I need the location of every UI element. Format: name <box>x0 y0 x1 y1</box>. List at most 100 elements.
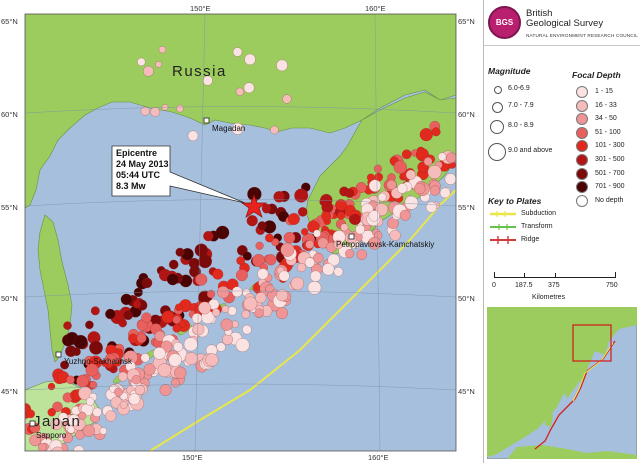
earthquake-marker <box>90 306 100 316</box>
focal-depth-swatch <box>576 167 588 180</box>
place-label-magadan: Magadan <box>212 124 245 133</box>
earthquake-marker <box>29 434 41 447</box>
org-name-line1: British <box>526 8 553 19</box>
earthquake-marker <box>174 366 187 379</box>
earthquake-marker <box>425 201 438 213</box>
earthquake-marker <box>366 173 375 182</box>
earthquake-marker <box>174 303 183 312</box>
earthquake-marker <box>265 284 274 293</box>
legend-panel: BGS British Geological Survey NATURAL EN… <box>483 0 640 463</box>
earthquake-marker <box>282 94 292 104</box>
earthquake-marker <box>313 229 321 238</box>
lat-tick-left: 50°N <box>1 294 18 303</box>
magnitude-circle <box>488 143 506 161</box>
earthquake-marker <box>183 337 198 352</box>
lat-tick-left: 65°N <box>1 17 18 26</box>
earthquake-marker <box>67 425 76 434</box>
focal-depth-label: 34 - 50 <box>595 115 617 123</box>
earthquake-marker <box>373 164 383 173</box>
seismicity-map: 65°N 60°N 55°N 50°N 45°N 65°N 60°N 55°N … <box>1 4 475 462</box>
focal-depth-swatch <box>576 113 588 126</box>
earthquake-marker <box>321 211 332 222</box>
place-label-yuzhno-sakhalinsk: Yuzhno-Sakhalinsk <box>64 357 133 366</box>
earthquake-marker <box>67 414 80 427</box>
earthquake-marker <box>429 185 441 196</box>
earthquake-marker <box>85 363 99 377</box>
earthquake-marker <box>66 375 75 385</box>
magnitude-circle <box>492 102 503 113</box>
earthquake-marker <box>105 308 116 320</box>
earthquake-marker <box>345 249 355 259</box>
earthquake-marker <box>192 323 205 336</box>
epicentre-line-3: 05:44 UTC <box>116 170 161 180</box>
earthquake-marker <box>175 247 185 257</box>
earthquake-marker <box>244 53 256 66</box>
focal-depth-label: 16 - 33 <box>595 101 617 109</box>
earthquake-marker <box>322 263 335 276</box>
subduction-trench <box>149 189 456 451</box>
earthquake-marker <box>62 432 74 444</box>
earthquake-marker <box>242 324 252 335</box>
earthquake-marker <box>377 192 387 202</box>
lat-tick-right: 45°N <box>458 387 475 396</box>
earthquake-marker <box>184 352 198 366</box>
earthquake-marker <box>393 160 407 174</box>
earthquake-marker <box>270 125 279 135</box>
earthquake-marker <box>172 315 182 324</box>
earthquake-marker <box>157 363 172 378</box>
focal-depth-label: 1 - 15 <box>595 88 613 95</box>
earthquake-marker <box>221 305 230 313</box>
earthquake-marker <box>155 61 163 68</box>
earthquake-marker <box>273 191 285 203</box>
focal-depth-swatch <box>576 126 588 139</box>
earthquake-marker <box>301 228 309 236</box>
earthquake-marker <box>141 277 153 289</box>
earthquake-marker <box>261 203 272 213</box>
scale-tick: 0 <box>492 282 496 289</box>
earthquake-marker <box>423 157 433 166</box>
focal-depth-swatch <box>576 181 588 194</box>
inset-land-asia <box>487 307 637 457</box>
scale-unit: Kilometres <box>532 294 566 301</box>
earthquake-marker <box>173 341 184 352</box>
focal-depth-title: Focal Depth <box>572 70 621 80</box>
inset-land-japan <box>565 367 579 399</box>
earthquake-marker <box>431 127 441 137</box>
earthquake-marker <box>335 199 347 211</box>
earthquake-marker <box>283 231 296 244</box>
focal-depth-label: No depth <box>595 196 624 204</box>
earthquake-marker <box>252 253 266 267</box>
subduction-symbol <box>490 211 516 217</box>
earthquake-marker <box>231 286 243 298</box>
earthquake-marker <box>355 181 367 193</box>
earthquake-marker <box>212 308 221 317</box>
earthquake-marker <box>444 173 456 185</box>
earthquake-marker <box>399 209 411 221</box>
lon-tick-top: 160°E <box>365 4 386 13</box>
earthquake-marker <box>85 397 95 406</box>
earthquake-marker <box>166 273 179 286</box>
magnitude-circle <box>494 86 502 94</box>
earthquake-marker <box>255 292 267 304</box>
earthquake-marker <box>136 333 147 344</box>
earthquake-marker <box>195 273 208 286</box>
earthquake-marker <box>37 442 47 451</box>
inset-extent-box <box>572 324 612 362</box>
org-subtitle: NATURAL ENVIRONMENT RESEARCH COUNCIL <box>526 33 639 38</box>
earthquake-marker <box>123 310 133 321</box>
earthquake-marker <box>333 266 344 277</box>
transform-symbol <box>490 224 516 230</box>
earthquake-marker <box>401 149 412 160</box>
magnitude-title: Magnitude <box>488 66 531 76</box>
city-marker-yuzhno-sakhalinsk <box>55 351 62 358</box>
earthquake-marker <box>194 243 209 257</box>
earthquake-marker <box>176 104 184 113</box>
earthquake-marker <box>313 252 324 264</box>
lon-tick-bottom: 160°E <box>368 453 389 462</box>
lon-tick-bottom: 150°E <box>182 453 203 462</box>
earthquake-marker <box>235 87 245 96</box>
earthquake-marker <box>355 224 365 235</box>
earthquake-marker <box>368 210 380 222</box>
plate-label-ridge: Ridge <box>521 236 540 243</box>
earthquake-marker <box>257 268 269 280</box>
